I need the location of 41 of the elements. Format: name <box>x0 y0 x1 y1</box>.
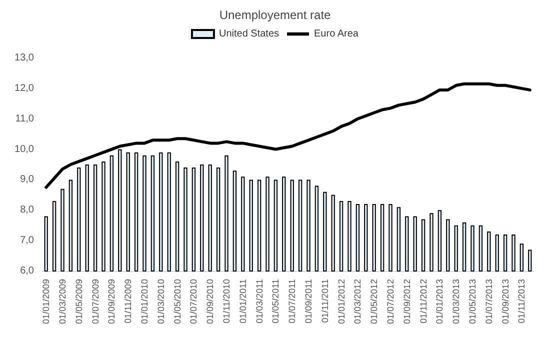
x-tick-label: 01/07/2009 <box>90 279 100 324</box>
y-tick-label: 13,0 <box>14 52 34 64</box>
x-tick-label: 01/01/2011 <box>238 279 248 324</box>
x-tick-label: 01/07/2013 <box>484 279 494 324</box>
x-tick-label: 01/07/2012 <box>386 279 396 324</box>
x-tick-label: 01/01/2009 <box>41 279 52 324</box>
chart-title: Unemployement rate <box>219 8 332 22</box>
x-tick-label: 01/05/2009 <box>74 279 84 324</box>
x-tick-label: 01/09/2011 <box>304 279 314 324</box>
y-tick-label: 7,0 <box>20 235 34 246</box>
x-tick-label: 01/07/2010 <box>188 279 199 324</box>
x-tick-label: 01/01/2012 <box>336 279 346 324</box>
x-tick-label: 01/05/2012 <box>369 279 380 324</box>
x-tick-label: 01/11/2012 <box>418 279 428 324</box>
x-tick-label: 01/07/2011 <box>287 279 298 324</box>
x-tick-label: 01/01/2013 <box>434 279 445 324</box>
x-tick-label: 01/11/2011 <box>320 279 330 323</box>
y-tick-label: 10,0 <box>14 144 34 155</box>
x-tick-label: 01/11/2010 <box>222 279 232 324</box>
x-tick-label: 01/01/2010 <box>140 279 150 324</box>
x-tick-label: 01/03/2012 <box>352 279 363 324</box>
x-tick-label: 01/09/2013 <box>500 279 510 324</box>
x-tick-label: 01/03/2011 <box>254 279 264 324</box>
x-tick-label: 01/05/2013 <box>468 279 478 324</box>
x-tick-label: 01/05/2010 <box>172 279 182 324</box>
x-tick-label: 01/09/2009 <box>106 279 117 324</box>
x-tick-label: 01/05/2011 <box>270 279 281 324</box>
x-tick-label: 01/11/2009 <box>123 279 134 324</box>
legend-label: United States <box>218 28 280 40</box>
x-tick-label: 01/03/2010 <box>156 279 166 324</box>
y-tick-label: 11,0 <box>15 113 34 124</box>
x-tick-label: 01/09/2012 <box>402 279 412 324</box>
legend-label: Euro Area <box>314 28 359 40</box>
x-tick-label: 01/09/2010 <box>205 279 216 324</box>
y-tick-label: 6,0 <box>20 266 34 276</box>
x-tick-label: 01/11/2013 <box>516 279 527 324</box>
y-tick-label: 8,0 <box>20 204 34 216</box>
y-tick-label: 12,0 <box>14 82 34 94</box>
x-tick-label: 01/03/2013 <box>451 279 462 324</box>
y-tick-label: 9,0 <box>20 174 34 186</box>
x-tick-label: 01/03/2009 <box>58 279 68 324</box>
